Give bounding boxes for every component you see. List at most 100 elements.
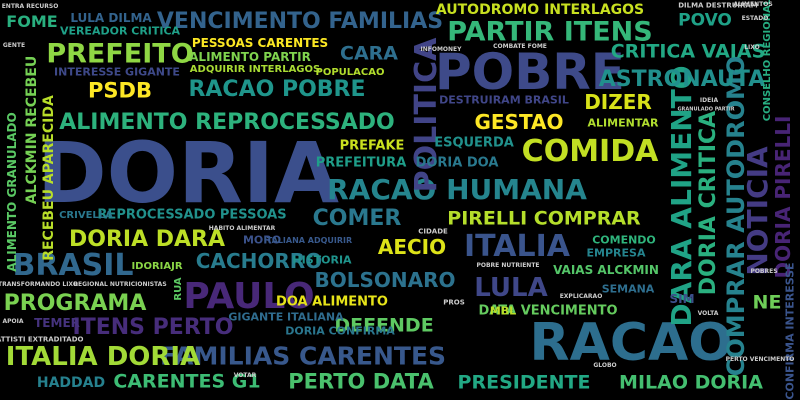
word: ITALIA bbox=[463, 229, 571, 264]
word: GIGANTE ITALIANA bbox=[228, 310, 344, 324]
word: EMPRESA bbox=[586, 246, 646, 260]
word: ITALIA DORIA bbox=[5, 342, 201, 372]
word: VOLTA bbox=[697, 310, 719, 317]
word: DORIA CONFIRMA bbox=[285, 324, 395, 338]
word: LULA bbox=[474, 273, 548, 303]
word: GESTAO bbox=[474, 110, 564, 134]
word: PIRELLI COMPRAR bbox=[447, 207, 641, 230]
word: CONFIRMA INTERESSE bbox=[783, 262, 797, 400]
word: COMIDA bbox=[521, 134, 659, 169]
word: GENTE bbox=[2, 42, 26, 49]
word: CARENTES G1 bbox=[113, 370, 261, 393]
word: DEFENDE bbox=[334, 314, 434, 337]
word: POPULACAO bbox=[315, 67, 385, 78]
word: DATA VENCIMENTO bbox=[478, 303, 618, 319]
word: VAIAS ALCKMIN bbox=[553, 263, 659, 277]
word: PREFEITURA bbox=[315, 155, 407, 171]
word: RUA bbox=[173, 277, 184, 301]
word: DARA ALIMENTO bbox=[665, 65, 698, 327]
word: ENTRA RECURSO bbox=[1, 3, 59, 10]
word: BATTISTI EXTRADITADO bbox=[0, 335, 84, 344]
word: VENCIMENTO FAMILIAS bbox=[156, 9, 444, 34]
word: ALIMENTO PARTIR bbox=[189, 50, 311, 64]
word: ITENS PERTO bbox=[72, 315, 234, 340]
word: POBRE NUTRIENTE bbox=[476, 262, 540, 269]
word: INTERESSE GIGANTE bbox=[54, 65, 180, 79]
word: TRANSFORMANDO LIXO bbox=[0, 281, 78, 288]
word: VEREADOR CRITICA bbox=[59, 24, 181, 38]
word: HADDAD bbox=[36, 375, 106, 391]
word: REPROCESSADO PESSOAS bbox=[97, 207, 287, 223]
word: CRITICA VAIAS bbox=[610, 40, 766, 63]
word: BOLSONARO bbox=[314, 268, 456, 292]
word: RECEBEU APARECIDA bbox=[41, 95, 57, 261]
word: DILMA DESTRUIRAM bbox=[678, 1, 758, 10]
word: IDORIAJR bbox=[131, 261, 183, 272]
word: PSDB bbox=[88, 78, 152, 103]
word: PESSOAS CARENTES bbox=[191, 36, 329, 50]
word: HISTORIA bbox=[292, 253, 352, 267]
word: AUTODROMO INTERLAGOS bbox=[435, 2, 645, 18]
word: RACAO HUMANA bbox=[327, 173, 587, 206]
word: SIM bbox=[669, 292, 695, 306]
word: PREFEITO bbox=[46, 38, 194, 70]
word: POBRE bbox=[435, 43, 625, 101]
word: CACHORRO bbox=[195, 249, 323, 273]
word: ALIMENTO REPROCESSADO bbox=[59, 110, 395, 135]
word: SEMANA bbox=[601, 282, 655, 296]
word: DORIA DARA bbox=[68, 227, 226, 252]
word: PERTO VENCIMENTO bbox=[725, 356, 795, 363]
word: ALIMENTO GRANULADO bbox=[5, 112, 19, 272]
word: FOME bbox=[6, 12, 58, 31]
word: TEMER bbox=[34, 316, 80, 330]
word: MORO bbox=[242, 233, 282, 247]
word: RACAO bbox=[529, 313, 733, 373]
word: DOA ALIMENTO bbox=[276, 294, 388, 310]
word: ADQUIRIR INTERLAGOS bbox=[189, 64, 321, 75]
word: NOTICIA bbox=[741, 146, 774, 276]
word: DORIA bbox=[36, 124, 340, 222]
word: ITALIANA ADQUIRIR bbox=[263, 236, 353, 245]
word: GLOBO bbox=[593, 362, 617, 369]
word: ALIMENTOS bbox=[733, 1, 773, 8]
word: ALIMENTAR bbox=[587, 116, 659, 130]
word: CARA bbox=[340, 42, 398, 65]
word: COMENDO bbox=[592, 233, 656, 247]
word: ALCKMIN RECEBEU bbox=[24, 55, 40, 205]
word: POVO bbox=[678, 10, 732, 31]
word: ASTRONAUTA bbox=[598, 67, 766, 92]
word: BRASIL bbox=[12, 248, 134, 283]
word: MBL bbox=[489, 304, 517, 318]
word: PAULO bbox=[183, 276, 315, 317]
word: CRIVELLA bbox=[59, 210, 113, 221]
word: GRANULADO PARTIR bbox=[677, 106, 735, 113]
word: FAMILIAS CARENTES bbox=[159, 341, 447, 371]
word: NE bbox=[752, 291, 782, 314]
word: COMBATE FOME bbox=[493, 43, 547, 50]
word: DORIA DOA bbox=[415, 155, 499, 171]
word: LIXO bbox=[744, 44, 760, 51]
word: PERTO DATA bbox=[288, 369, 434, 394]
word: CIDADE bbox=[418, 227, 448, 236]
word: DIZER bbox=[584, 90, 652, 114]
word: DESTRUIRAM BRASIL bbox=[439, 93, 569, 107]
word: LULA DILMA bbox=[70, 11, 152, 25]
word: VOTAR bbox=[233, 372, 257, 379]
word: PREFAKE bbox=[339, 138, 405, 154]
word: APOIA bbox=[2, 318, 24, 325]
word: DORIA CRITICA bbox=[696, 110, 721, 296]
word: ESTADO bbox=[741, 15, 769, 22]
word: HABITO ALIMENTAR bbox=[208, 225, 276, 232]
word: PROGRAMA bbox=[3, 291, 147, 316]
word: DORIA PIRELLI bbox=[771, 115, 795, 279]
word: RACAO POBRE bbox=[188, 77, 366, 102]
word: PARTIR ITENS bbox=[447, 16, 653, 48]
word: COMER bbox=[312, 206, 402, 231]
word: AECIO bbox=[377, 235, 447, 259]
word: IDEIA bbox=[699, 97, 719, 104]
word: POBRES bbox=[750, 268, 778, 275]
word: REGIONAL NUTRICIONISTAS bbox=[73, 281, 167, 288]
word: EXPLICARAO bbox=[559, 293, 603, 300]
word: INFOMONEY bbox=[420, 46, 462, 53]
